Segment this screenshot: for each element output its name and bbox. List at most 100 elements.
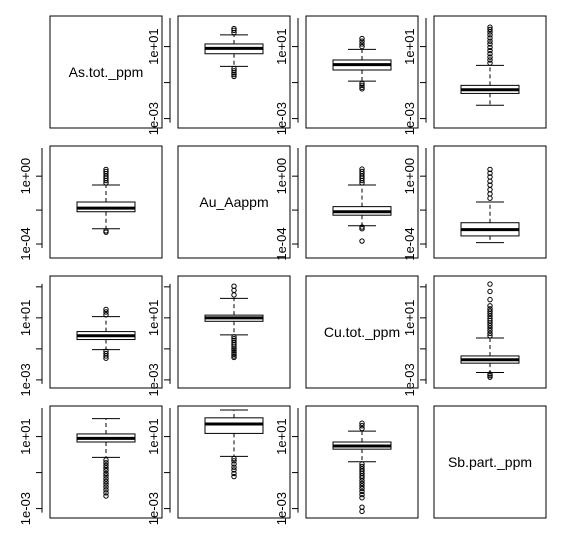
outlier-point — [487, 51, 493, 57]
y-tick-label: 1e+00 — [18, 158, 33, 195]
variable-label: Cu.tot._ppm — [324, 324, 400, 340]
outlier-point — [487, 330, 493, 337]
outlier-point — [359, 483, 365, 489]
outlier-point — [359, 41, 365, 47]
y-tick-label: 1e+01 — [402, 28, 417, 65]
panel-r3c1: 1e-03 1e+01 — [146, 405, 291, 525]
outlier-point — [231, 73, 237, 80]
outlier-point — [487, 26, 493, 33]
panel-frame — [305, 145, 419, 259]
outlier-point — [359, 495, 365, 501]
y-tick-label: 1e+01 — [18, 418, 33, 455]
outlier-point — [487, 288, 493, 295]
outlier-point — [231, 470, 237, 477]
outlier-point — [487, 325, 493, 331]
outlier-point — [103, 306, 109, 313]
panel-r1c3: 1e-04 1e+00 — [402, 145, 547, 261]
outlier-point — [487, 170, 493, 176]
outlier-point — [487, 315, 493, 322]
y-tick-label: 1e+01 — [146, 300, 161, 337]
variable-label: Au_Aappm — [199, 194, 268, 210]
y-tick-label: 1e-04 — [274, 227, 289, 260]
panel-frame — [433, 405, 547, 519]
outlier-point — [231, 292, 237, 298]
panel-frame — [305, 15, 419, 129]
outlier-point — [231, 27, 237, 34]
panel-frame — [305, 275, 419, 389]
y-tick-label: 1e-03 — [146, 492, 161, 525]
outlier-point — [103, 476, 109, 482]
panel-r3c0: 1e-03 1e+01 — [18, 405, 163, 525]
outlier-point — [359, 508, 365, 515]
panel-frame — [177, 15, 291, 129]
outlier-point — [359, 168, 365, 175]
panel-r2c3: 1e-03 1e+01 — [402, 275, 547, 397]
panel-frame — [49, 275, 163, 389]
panel-frame — [433, 15, 547, 129]
outlier-point — [487, 166, 493, 173]
outlier-point — [487, 303, 493, 309]
panel-frame — [177, 145, 291, 259]
outlier-point — [359, 491, 365, 498]
outlier-point — [103, 490, 109, 496]
y-tick-label: 1e-04 — [402, 227, 417, 260]
outlier-point — [231, 354, 237, 361]
outlier-point — [231, 283, 237, 289]
outlier-point — [103, 493, 109, 499]
outlier-point — [487, 24, 493, 30]
outlier-point — [103, 311, 109, 318]
outlier-point — [359, 82, 365, 89]
variable-label: As.tot._ppm — [69, 64, 144, 80]
outlier-point — [487, 60, 493, 66]
outlier-point — [487, 296, 493, 303]
outlier-point — [359, 38, 365, 44]
y-tick-label: 1e+01 — [146, 418, 161, 455]
panel-r0c0: As.tot._ppm — [49, 15, 163, 129]
panel-frame — [177, 405, 291, 519]
outlier-point — [103, 462, 109, 469]
y-tick-label: 1e-03 — [18, 492, 33, 525]
panel-r1c1: Au_Aappm — [177, 145, 291, 259]
outlier-point — [359, 226, 365, 232]
panel-r2c2: Cu.tot._ppm — [305, 275, 419, 389]
y-tick-label: 1e+00 — [274, 158, 289, 195]
outlier-point — [487, 44, 493, 51]
y-tick-label: 1e+01 — [274, 28, 289, 65]
y-tick-label: 1e-03 — [274, 102, 289, 135]
panel-r0c3: 1e-03 1e+01 — [402, 15, 547, 135]
outlier-point — [231, 464, 237, 470]
outlier-point — [359, 478, 365, 484]
outlier-point — [359, 485, 365, 492]
outlier-point — [103, 460, 109, 466]
outlier-point — [487, 182, 493, 188]
outlier-point — [103, 484, 109, 490]
outlier-point — [487, 195, 493, 201]
panel-frame — [49, 15, 163, 129]
outlier-point — [103, 229, 109, 235]
outlier-point — [487, 327, 493, 334]
outlier-point — [359, 43, 365, 50]
outlier-point — [103, 166, 109, 173]
panel-frame — [49, 145, 163, 259]
outlier-point — [487, 281, 493, 287]
outlier-point — [103, 470, 109, 477]
outlier-point — [231, 351, 237, 357]
outlier-point — [487, 372, 493, 379]
outlier-point — [231, 71, 237, 78]
outlier-point — [359, 425, 365, 432]
outlier-point — [103, 467, 109, 474]
outlier-point — [231, 461, 237, 467]
outlier-point — [103, 473, 109, 479]
outlier-point — [487, 313, 493, 319]
outlier-point — [103, 309, 109, 315]
outlier-point — [487, 174, 493, 180]
panel-r1c2: 1e-04 1e+00 — [274, 145, 419, 261]
outlier-point — [359, 224, 365, 230]
outlier-point — [231, 344, 237, 350]
y-tick-label: 1e-03 — [402, 102, 417, 135]
outlier-point — [487, 35, 493, 41]
variable-label: Sb.part._ppm — [448, 454, 532, 470]
outlier-point — [359, 423, 365, 429]
panel-r2c0: 1e-03 1e+01 — [18, 275, 163, 397]
outlier-point — [487, 32, 493, 38]
